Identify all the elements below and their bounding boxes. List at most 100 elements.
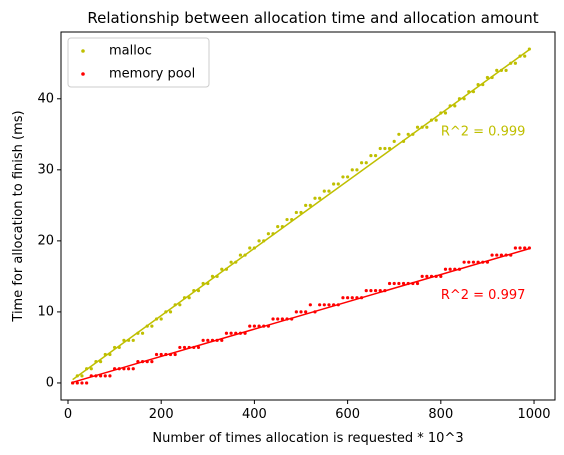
malloc-point (513, 61, 517, 65)
memory-pool-point (308, 303, 312, 307)
memory-pool-point (196, 345, 201, 350)
malloc-point (495, 68, 499, 72)
malloc-point (332, 182, 336, 186)
memory-pool-point (154, 352, 159, 357)
memory-pool-point (252, 324, 257, 328)
memory-pool-point (322, 303, 326, 307)
memory-pool-point (131, 367, 135, 371)
memory-pool-point (471, 260, 476, 264)
legend-box (67, 37, 210, 88)
memory-pool-point (448, 267, 452, 271)
malloc-point (383, 146, 387, 151)
x-tick-label: 200 (149, 407, 174, 422)
memory-pool-point (392, 281, 396, 286)
malloc-point (257, 239, 261, 243)
malloc-point (378, 146, 382, 151)
chart-title: Relationship between allocation time and… (87, 9, 538, 27)
malloc-point (229, 260, 233, 264)
y-tick-label: 0 (46, 375, 54, 390)
malloc-point (453, 104, 457, 108)
plot-content: R^2 = 0.999 R^2 = 0.997 (71, 47, 531, 385)
r-squared-annotation: R^2 = 0.997 (441, 288, 526, 303)
memory-pool-point (346, 296, 350, 300)
malloc-point (285, 217, 289, 222)
memory-pool-point (108, 374, 112, 378)
malloc-point (350, 168, 354, 172)
r-squared-annotation: R^2 = 0.999 (441, 125, 526, 140)
malloc-point (434, 118, 438, 122)
malloc-point (131, 338, 135, 342)
x-tick-label: 600 (335, 407, 360, 422)
memory-pool-point (425, 274, 429, 278)
y-tick-label: 40 (37, 91, 54, 106)
malloc-point (220, 267, 224, 271)
malloc-point (308, 203, 312, 207)
malloc-point (406, 132, 410, 136)
memory-pool-point (495, 253, 499, 257)
memory-pool-point (173, 352, 177, 357)
malloc-point (238, 253, 243, 257)
malloc-point (318, 196, 322, 200)
memory-pool-point (490, 253, 494, 257)
malloc-point (322, 189, 326, 193)
memory-pool-point (85, 381, 89, 385)
memory-pool-point (373, 288, 378, 293)
malloc-point (187, 296, 191, 300)
malloc-point (504, 68, 508, 72)
x-axis-title: Number of times allocation is requested … (152, 431, 463, 446)
memory-pool-point (159, 352, 163, 357)
malloc-point (294, 210, 298, 215)
memory-pool-point (341, 296, 345, 300)
x-tick-label: 400 (242, 407, 267, 422)
malloc-point (359, 161, 364, 165)
memory-pool-point (229, 331, 233, 335)
malloc-point (336, 182, 340, 186)
malloc-point (313, 196, 317, 200)
legend-label: memory pool (109, 67, 195, 82)
malloc-point (346, 175, 350, 179)
memory-pool-fit-line (72, 247, 530, 384)
memory-pool-point (439, 274, 443, 278)
malloc-point (276, 225, 280, 229)
malloc-point (150, 324, 154, 328)
memory-pool-point (206, 338, 210, 342)
memory-pool-point (415, 281, 420, 286)
malloc-point (327, 189, 331, 193)
malloc-point (341, 175, 345, 179)
malloc-point (178, 303, 182, 307)
memory-pool-point (103, 374, 107, 378)
legend-marker (81, 49, 85, 53)
malloc-point (425, 125, 429, 129)
malloc-point (248, 246, 252, 250)
memory-pool-point (420, 274, 424, 278)
memory-pool-point (271, 317, 275, 321)
malloc-point (485, 75, 490, 80)
legend-label: malloc (109, 44, 152, 59)
memory-pool-point (523, 246, 527, 250)
memory-pool-point (80, 381, 84, 385)
malloc-point (89, 367, 93, 371)
memory-pool-point (518, 246, 522, 250)
malloc-point (392, 139, 396, 144)
malloc-point (168, 310, 173, 314)
memory-pool-point (304, 310, 308, 314)
malloc-point (523, 54, 527, 58)
memory-pool-point (75, 381, 79, 385)
memory-pool-point (397, 281, 401, 286)
memory-pool-point (369, 288, 373, 293)
memory-pool-point (276, 317, 280, 321)
malloc-point (304, 203, 308, 207)
malloc-point (355, 168, 359, 172)
y-axis-title: Time for allocation to finish (ms) (11, 110, 26, 322)
x-tick-label: 0 (64, 407, 72, 422)
memory-pool-point (327, 303, 331, 307)
malloc-point (266, 232, 270, 236)
malloc-point (443, 111, 448, 115)
memory-pool-point (150, 360, 154, 364)
malloc-point (373, 154, 378, 158)
memory-pool-point (280, 317, 284, 321)
legend: malloc memory pool (67, 37, 210, 88)
memory-pool-point (318, 303, 322, 307)
legend-marker (81, 72, 85, 76)
